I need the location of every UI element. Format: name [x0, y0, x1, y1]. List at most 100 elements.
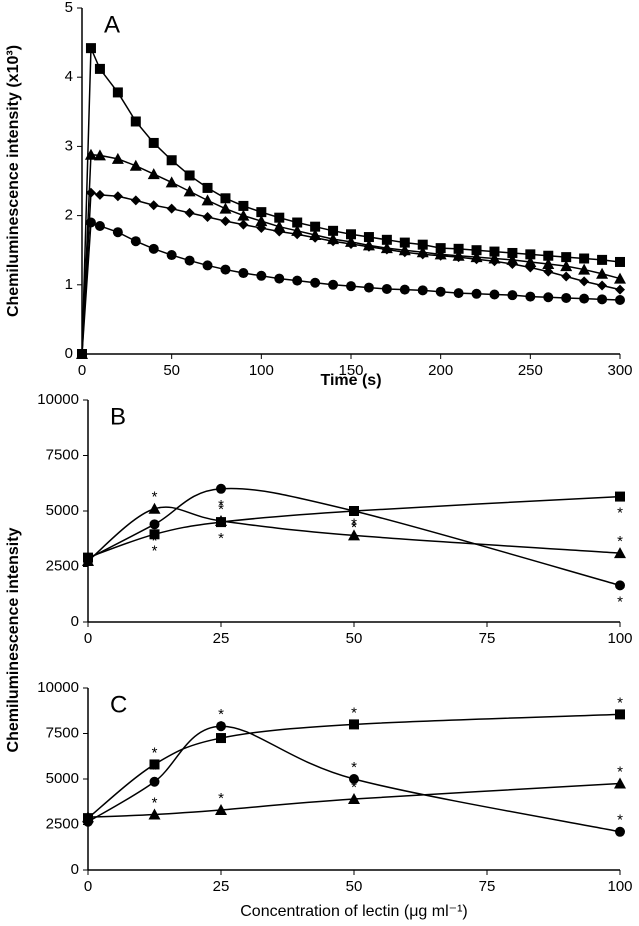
- marker-square: [256, 207, 267, 218]
- marker-square: [363, 232, 374, 243]
- significance-mark: *: [351, 704, 357, 721]
- marker-square: [112, 87, 123, 98]
- marker-circle: [615, 295, 625, 306]
- panel-label: B: [110, 403, 126, 430]
- marker-square: [349, 719, 359, 730]
- marker-square: [525, 249, 536, 260]
- marker-triangle: [348, 793, 360, 805]
- marker-triangle: [201, 194, 214, 206]
- marker-diamond: [310, 232, 321, 243]
- marker-circle: [346, 281, 356, 292]
- x-tick-label: 75: [479, 878, 496, 895]
- x-tick-label: 200: [428, 362, 453, 379]
- marker-triangle: [215, 803, 227, 815]
- marker-diamond: [363, 241, 374, 252]
- marker-diamond: [148, 200, 159, 211]
- marker-square: [130, 116, 141, 127]
- marker-square: [381, 234, 392, 245]
- y-tick-label: 5: [65, 0, 73, 16]
- marker-square: [292, 217, 303, 228]
- marker-diamond: [417, 249, 428, 260]
- y-tick-label: 0: [65, 345, 73, 362]
- marker-diamond: [615, 284, 625, 295]
- marker-circle: [77, 349, 87, 359]
- marker-triangle: [255, 215, 268, 227]
- series-line: [81, 191, 621, 355]
- marker-diamond: [489, 256, 500, 267]
- marker-triangle: [348, 529, 360, 541]
- marker-circle: [453, 288, 464, 299]
- marker-circle: [525, 291, 536, 302]
- marker-circle: [149, 776, 160, 787]
- y-tick-label: 2500: [46, 815, 79, 832]
- significance-mark: *: [218, 501, 224, 518]
- marker-circle: [579, 293, 590, 304]
- marker-triangle: [148, 808, 161, 820]
- marker-triangle: [596, 267, 609, 279]
- marker-square: [543, 250, 554, 261]
- significance-mark: *: [152, 542, 158, 559]
- significance-mark: *: [218, 790, 224, 807]
- marker-square: [85, 43, 96, 54]
- y-tick-label: 0: [71, 613, 79, 630]
- marker-circle: [543, 292, 554, 303]
- marker-diamond: [579, 276, 590, 287]
- marker-triangle: [82, 811, 94, 823]
- marker-circle: [202, 260, 213, 271]
- marker-circle: [149, 519, 160, 530]
- x-tick-label: 300: [607, 362, 632, 379]
- y-tick-label: 10000: [37, 391, 79, 408]
- marker-circle: [561, 292, 572, 303]
- marker-circle: [220, 264, 231, 275]
- marker-diamond: [94, 189, 105, 200]
- x-tick-label: 100: [607, 630, 632, 647]
- significance-mark: *: [617, 593, 623, 610]
- marker-square: [184, 170, 195, 181]
- x-tick-label: 25: [213, 630, 230, 647]
- significance-mark: *: [617, 812, 623, 829]
- significance-mark: *: [351, 779, 357, 796]
- marker-circle: [216, 721, 226, 732]
- marker-diamond: [274, 226, 285, 237]
- marker-circle: [166, 250, 177, 261]
- significance-mark: *: [218, 497, 224, 514]
- significance-mark: *: [218, 530, 224, 547]
- y-tick-label: 7500: [46, 724, 79, 741]
- x-axis-label: Time (s): [320, 372, 381, 389]
- significance-mark: *: [351, 519, 357, 536]
- series-line: [87, 782, 621, 818]
- marker-diamond: [292, 229, 303, 240]
- significance-mark: *: [617, 694, 623, 711]
- marker-circle: [238, 268, 249, 279]
- marker-square: [579, 253, 590, 264]
- marker-square: [417, 239, 428, 250]
- x-tick-label: 0: [84, 878, 92, 895]
- series-line: [87, 495, 621, 559]
- y-tick-label: 1: [65, 276, 73, 293]
- marker-diamond: [381, 244, 392, 255]
- significance-mark: *: [351, 515, 357, 532]
- series-line: [87, 713, 621, 819]
- marker-square: [507, 247, 518, 258]
- x-tick-label: 75: [479, 630, 496, 647]
- marker-diamond: [130, 195, 141, 206]
- marker-circle: [256, 270, 267, 281]
- significance-mark: *: [152, 762, 158, 779]
- marker-triangle: [237, 209, 250, 221]
- marker-diamond: [328, 236, 339, 247]
- marker-square: [615, 491, 625, 502]
- marker-diamond: [471, 254, 482, 265]
- marker-diamond: [507, 259, 518, 270]
- marker-square: [399, 237, 410, 248]
- significance-mark: *: [617, 533, 623, 550]
- marker-triangle: [147, 168, 160, 180]
- marker-triangle: [614, 777, 626, 789]
- significance-mark: *: [351, 759, 357, 776]
- marker-circle: [310, 277, 321, 288]
- marker-square: [220, 193, 231, 204]
- marker-triangle: [215, 514, 227, 526]
- marker-square: [148, 137, 159, 148]
- marker-triangle: [273, 220, 286, 232]
- marker-diamond: [453, 252, 464, 263]
